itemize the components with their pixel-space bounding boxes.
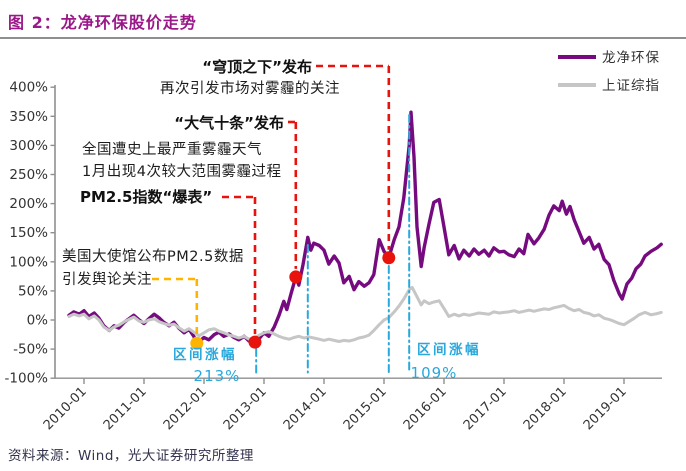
annotation-pm25-burst: PM2.5指数“爆表” [80, 188, 212, 206]
annotation-embassy-line2: 引发舆论关注 [62, 271, 152, 288]
y-tick-label: -100% [5, 371, 49, 387]
x-tick-label: 2019-01 [581, 384, 630, 433]
annotations-layer: 龙净环保 上证综指 “穹顶之下”发布 再次引发市场对雾霾的关注 “大气十条”发布… [62, 50, 660, 385]
ten-air-measures-released-event-dot [289, 270, 303, 284]
x-tick-label: 2018-01 [521, 384, 570, 433]
y-tick-label: -50% [13, 342, 48, 358]
x-tick-label: 2015-01 [341, 384, 390, 433]
annotation-under-the-dome-title: “穹顶之下”发布 [202, 58, 312, 76]
annotation-ten-air-measures-title: “大气十条”发布 [174, 114, 284, 132]
x-tick-label: 2013-01 [221, 384, 270, 433]
annotation-embassy-line1: 美国大使馆公布PM2.5数据 [62, 248, 244, 265]
figure-source: 资料来源：Wind，光大证券研究所整理 [8, 448, 254, 464]
y-tick-label: 300% [9, 138, 48, 154]
y-tick-label: 50% [18, 283, 48, 299]
interval-2015-label: 区间涨幅 [417, 341, 481, 358]
y-tick-label: 100% [9, 254, 48, 270]
under-the-dome-released-event-dot [382, 251, 396, 265]
y-tick-label: 150% [9, 225, 48, 241]
annotation-haze-line1: 全国遭史上最严重雾霾天气 [82, 140, 262, 158]
figure-header: 图 2：龙净环保股价走势 [0, 0, 686, 39]
legend-label-shcomp: 上证综指 [602, 78, 660, 94]
y-tick-label: 400% [9, 80, 48, 96]
y-tick-label: 350% [9, 109, 48, 125]
x-tick-label: 2010-01 [41, 384, 90, 433]
y-tick-label: 200% [9, 196, 48, 212]
y-tick-label: 0% [27, 313, 49, 329]
y-tick-label: 250% [9, 167, 48, 183]
annotation-under-the-dome-sub: 再次引发市场对雾霾的关注 [160, 80, 340, 97]
x-tick-label: 2017-01 [461, 384, 510, 433]
us-embassy-pm25-event-dot [190, 336, 204, 350]
pm25-off-the-charts-event-dot [248, 335, 262, 349]
x-tick-label: 2011-01 [101, 384, 150, 433]
legend-label-longking: 龙净环保 [602, 50, 660, 66]
x-tick-label: 2014-01 [281, 384, 330, 433]
interval-2013-label: 区间涨幅 [173, 346, 237, 363]
markers-layer [152, 64, 411, 374]
interval-2015-value: 109% [411, 364, 458, 382]
interval-2013-value: 213% [194, 367, 241, 385]
figure-title: 图 2：龙净环保股价走势 [8, 13, 197, 32]
series-layer [67, 110, 663, 345]
annotation-haze-line2: 1月出现4次较大范围雾霾过程 [82, 162, 281, 180]
series-shcomp-line [67, 285, 663, 343]
x-tick-label: 2012-01 [161, 384, 210, 433]
x-tick-label: 2016-01 [401, 384, 450, 433]
